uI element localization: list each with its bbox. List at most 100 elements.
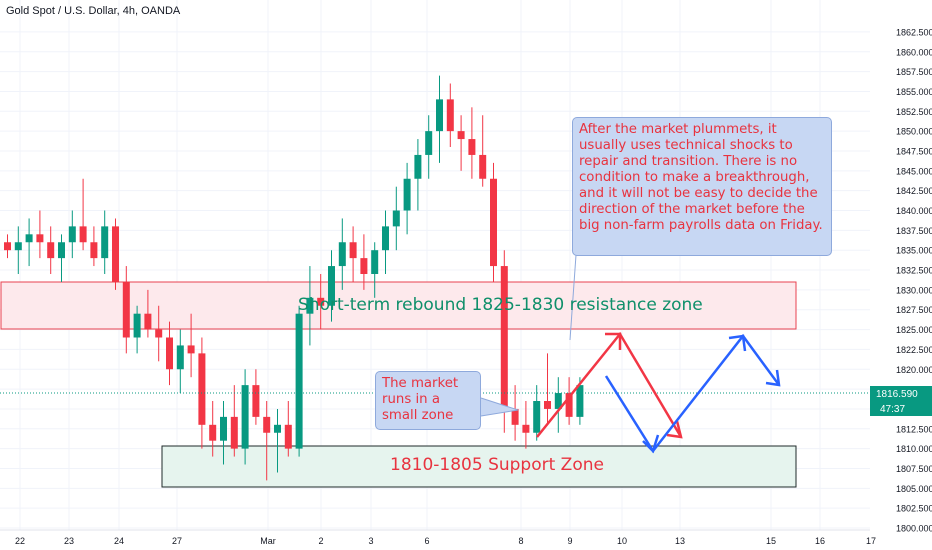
support-zone-box — [161, 445, 797, 488]
candle-body — [101, 226, 109, 259]
candle-body — [263, 416, 271, 433]
candle-body — [155, 329, 163, 338]
price-tick-label: 1810.000 — [896, 444, 932, 454]
blue-arrow-head-low — [642, 434, 660, 454]
candle-body — [198, 353, 206, 425]
candle-body — [371, 250, 379, 274]
candles — [4, 75, 584, 481]
blue-arrow-head-end — [765, 369, 781, 387]
resistance-zone-label: Short-term rebound 1825-1830 resistance … — [298, 295, 703, 315]
candle-body — [144, 313, 152, 330]
candle-body — [392, 210, 400, 227]
note-main: After the market plummets, it usually us… — [572, 117, 832, 256]
price-tick-label: 1855.000 — [896, 87, 932, 97]
candle-body — [220, 416, 227, 441]
red-arrow-head-top — [605, 332, 622, 350]
price-tick-label: 1835.000 — [896, 246, 932, 256]
blue-arrow-head-top — [728, 334, 747, 352]
candle-body — [403, 178, 411, 211]
price-axis-bg — [870, 0, 932, 550]
candle-body — [317, 297, 325, 306]
candle-body — [338, 242, 346, 267]
time-tick-label: 3 — [368, 536, 373, 546]
candle-body — [133, 313, 141, 338]
price-tick-label: 1857.500 — [896, 67, 932, 77]
candle-body — [533, 401, 541, 433]
candle-body — [500, 266, 508, 409]
candle-body — [47, 242, 55, 259]
candle-body — [382, 226, 389, 251]
price-tick-label: 1837.500 — [896, 226, 932, 236]
price-tick-label: 1827.500 — [896, 305, 932, 315]
time-tick-label: 23 — [64, 536, 74, 546]
support-zone-label: 1810-1805 Support Zone — [390, 455, 604, 475]
candle-body — [457, 131, 465, 140]
time-tick-label: Mar — [260, 536, 276, 546]
price-tick-label: 1850.000 — [896, 127, 932, 137]
candle-body — [436, 99, 443, 132]
price-axis: 1800.000 1802.500 1805.000 1807.500 1810.000… — [870, 0, 932, 550]
price-tick-label: 1860.000 — [896, 47, 932, 57]
candle-body — [295, 313, 303, 449]
time-tick-label: 8 — [518, 536, 523, 546]
price-tick-label: 1852.500 — [896, 107, 932, 117]
price-tick-label: 1862.500 — [896, 27, 932, 37]
price-tick-label: 1820.000 — [896, 365, 932, 375]
time-tick-label: 27 — [172, 536, 182, 546]
candle-body — [166, 337, 173, 370]
candle-body — [554, 393, 562, 409]
candle-body — [565, 393, 573, 417]
price-tick-label: 1805.000 — [896, 484, 932, 494]
current-price-tag: 1816.590 — [870, 386, 932, 403]
candle-body — [522, 424, 530, 433]
time-tick-label: 24 — [114, 536, 124, 546]
time-tick-label: 17 — [866, 536, 876, 546]
time-tick-label: 6 — [424, 536, 429, 546]
candle-body — [187, 345, 195, 354]
time-tick-label: 9 — [567, 536, 572, 546]
price-tick-label: 1800.000 — [896, 524, 932, 534]
price-tick-label: 1845.000 — [896, 166, 932, 176]
candle-body — [112, 226, 119, 282]
candle-body — [284, 424, 292, 449]
price-tick-label: 1802.500 — [896, 504, 932, 514]
time-tick-label: 22 — [15, 536, 25, 546]
time-tick-label: 15 — [766, 536, 776, 546]
candle-body — [349, 242, 357, 259]
time-axis: 22 23 24 27 Mar 2 3 6 8 9 10 13 15 16 17 — [0, 529, 876, 546]
candle-body — [425, 131, 433, 155]
note-pointer-main — [569, 254, 577, 341]
candle-body — [490, 178, 497, 267]
time-tick-label: 2 — [318, 536, 323, 546]
time-tick-label: 10 — [617, 536, 627, 546]
price-tick-label: 1847.500 — [896, 146, 932, 156]
red-arrow-head-bottom — [666, 420, 683, 439]
blue-projection-path — [604, 333, 781, 454]
candle-body — [25, 234, 33, 243]
candle-body — [511, 408, 519, 425]
candle-body — [58, 242, 65, 259]
candle-body — [446, 99, 454, 132]
candle-body — [209, 424, 217, 441]
candle-body — [230, 416, 238, 449]
candle-body — [252, 385, 260, 417]
chart-title: Gold Spot / U.S. Dollar, 4h, OANDA — [6, 5, 181, 17]
price-tick-label: 1842.500 — [896, 186, 932, 196]
price-tick-label: 1830.000 — [896, 285, 932, 295]
candle-body — [306, 297, 314, 314]
candle-body — [68, 226, 76, 243]
price-tick-label: 1832.500 — [896, 266, 932, 276]
candle-body — [79, 226, 87, 243]
candle-body — [36, 234, 44, 243]
projection-paths — [480, 254, 781, 454]
candle-body — [468, 139, 476, 155]
candle-body — [328, 266, 335, 306]
price-tick-label: 1822.500 — [896, 345, 932, 355]
candle-body — [274, 424, 281, 433]
price-tick-label: 1807.500 — [896, 464, 932, 474]
time-tick-label: 13 — [675, 536, 685, 546]
price-tick-label: 1840.000 — [896, 206, 932, 216]
bar-countdown-tag: 47:37 — [870, 403, 932, 416]
candle-body — [90, 242, 98, 259]
candle-body — [479, 154, 487, 179]
